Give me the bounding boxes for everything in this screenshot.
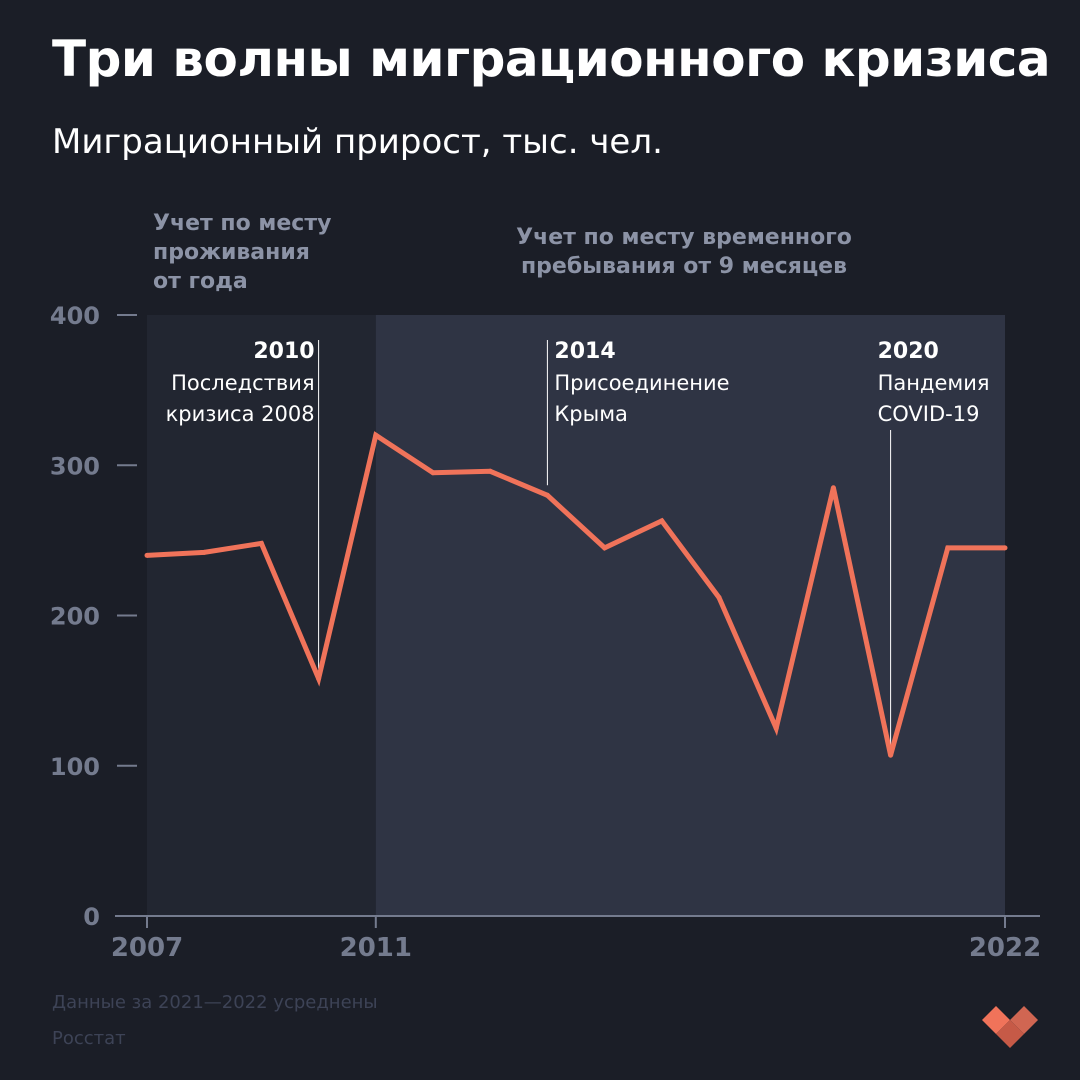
data-point	[201, 549, 207, 555]
period-label-2: Учет по месту временного	[516, 225, 852, 250]
data-point	[773, 725, 779, 731]
annotation-text: Крыма	[554, 402, 628, 426]
page-title: Три волны миграционного кризиса	[52, 30, 1051, 88]
annotation-text: кризиса 2008	[166, 402, 315, 426]
data-point	[888, 752, 894, 758]
page-subtitle: Миграционный прирост, тыс. чел.	[52, 122, 663, 162]
annotation-text: Пандемия	[878, 371, 990, 395]
period-band-1	[147, 315, 376, 916]
x-tick-label: 2011	[340, 933, 412, 963]
y-tick-label: 300	[50, 452, 100, 480]
y-tick-label: 400	[50, 302, 100, 330]
annotation-text: Присоединение	[554, 371, 729, 395]
data-point	[430, 470, 436, 476]
annotation-text: Последствия	[171, 371, 314, 395]
x-tick-label: 2022	[969, 933, 1041, 963]
y-tick-label: 100	[50, 753, 100, 781]
annotation-year: 2014	[554, 339, 615, 364]
data-point	[945, 545, 951, 551]
logo-bottom-diamond	[996, 1020, 1024, 1048]
footnote: Данные за 2021—2022 усреднены	[52, 992, 378, 1013]
annotation-text: COVID-19	[878, 402, 980, 426]
data-point	[659, 518, 665, 524]
source-label: Росстат	[52, 1028, 126, 1049]
annotation-year: 2020	[878, 339, 939, 364]
data-point	[373, 432, 379, 438]
data-point	[830, 485, 836, 491]
annotation-year: 2010	[253, 339, 314, 364]
period-label-1: от года	[153, 269, 248, 294]
data-point	[258, 540, 264, 546]
y-tick-label: 200	[50, 603, 100, 631]
data-point	[1002, 545, 1008, 551]
period-label-1: Учет по месту	[153, 211, 331, 236]
brand-logo-icon	[982, 1006, 1038, 1048]
y-tick-label: 0	[83, 903, 100, 931]
period-label-1: проживания	[153, 240, 310, 265]
data-point	[144, 552, 150, 558]
data-point	[316, 676, 322, 682]
period-band-2	[375, 315, 1005, 916]
data-point	[544, 492, 550, 498]
data-point	[487, 468, 493, 474]
period-label-2: пребывания от 9 месяцев	[521, 254, 847, 279]
data-point	[602, 545, 608, 551]
series-line	[146, 431, 1005, 756]
x-tick-label: 2007	[111, 933, 183, 963]
data-point	[716, 594, 722, 600]
